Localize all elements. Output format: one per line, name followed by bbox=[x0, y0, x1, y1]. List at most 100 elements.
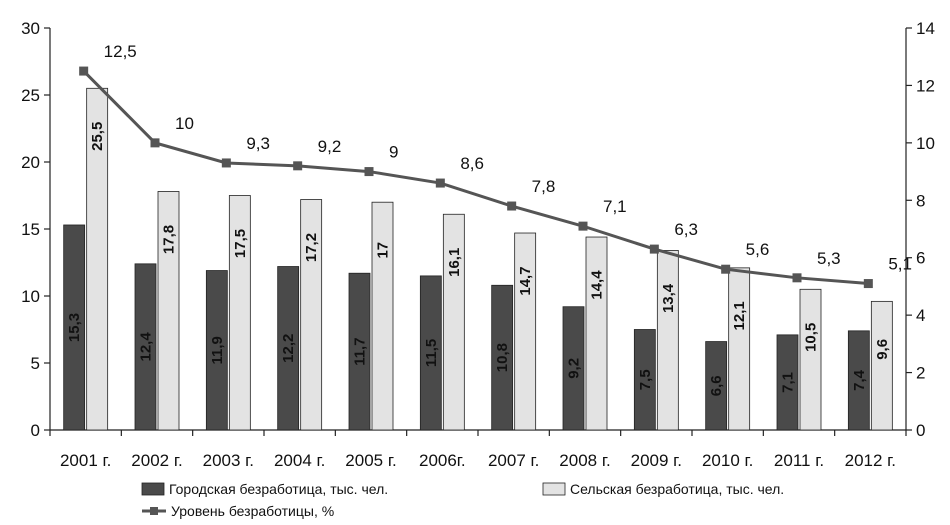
y-right-tick-label: 6 bbox=[916, 249, 925, 268]
x-tick-label: 2005 г. bbox=[345, 451, 396, 470]
bar-rural bbox=[514, 232, 537, 431]
bar-urban-label: 7,4 bbox=[851, 369, 868, 391]
bar-rural bbox=[371, 201, 394, 431]
rate-point-marker bbox=[863, 279, 873, 289]
rate-point-label: 6,3 bbox=[674, 220, 698, 239]
rate-point-marker bbox=[649, 244, 659, 254]
rate-point-label: 5,3 bbox=[817, 249, 841, 268]
bar-urban-label: 15,3 bbox=[66, 313, 83, 342]
bar-rural bbox=[442, 213, 465, 431]
x-tick-label: 2006г. bbox=[419, 451, 466, 470]
bar-urban-label: 10,8 bbox=[494, 343, 511, 372]
bar-urban-label: 12,4 bbox=[138, 332, 155, 362]
bar-rural bbox=[228, 195, 251, 431]
bar-urban-label: 7,5 bbox=[637, 369, 654, 390]
rate-point-label: 5,1 bbox=[888, 255, 912, 274]
bar-rural-label: 17,2 bbox=[303, 233, 320, 262]
x-tick-label: 2004 г. bbox=[274, 451, 325, 470]
legend-swatch-rural bbox=[542, 482, 566, 496]
y-right-tick-label: 2 bbox=[916, 364, 925, 383]
bar-urban bbox=[776, 334, 799, 431]
rate-point-marker bbox=[293, 161, 303, 171]
y-left-tick-label: 20 bbox=[21, 153, 40, 172]
x-tick-label: 2002 г. bbox=[131, 451, 182, 470]
rate-point-marker bbox=[507, 201, 517, 211]
y-right-tick-label: 14 bbox=[916, 19, 935, 38]
rate-point-label: 9,3 bbox=[246, 134, 270, 153]
bar-urban-label: 11,9 bbox=[209, 336, 226, 364]
rate-point-label: 10 bbox=[175, 114, 194, 133]
x-tick-label: 2009 г. bbox=[631, 451, 682, 470]
bar-rural bbox=[300, 199, 323, 431]
y-left-tick-label: 15 bbox=[21, 220, 40, 239]
bar-rural-label: 14,4 bbox=[589, 270, 606, 300]
bar-rural bbox=[157, 191, 180, 431]
bar-rural-label: 9,6 bbox=[874, 339, 891, 360]
y-right-tick-label: 4 bbox=[916, 306, 925, 325]
bar-rural bbox=[86, 87, 109, 431]
bar-rural bbox=[799, 288, 822, 431]
y-left-tick-label: 10 bbox=[21, 287, 40, 306]
rate-point-marker bbox=[578, 221, 588, 231]
x-tick-label: 2007 г. bbox=[488, 451, 539, 470]
bar-urban bbox=[633, 329, 656, 431]
rate-point-label: 9 bbox=[389, 143, 398, 162]
x-tick-label: 2010 г. bbox=[702, 451, 753, 470]
x-tick-label: 2008 г. bbox=[559, 451, 610, 470]
x-tick-label: 2012 г. bbox=[845, 451, 896, 470]
rate-point-marker bbox=[792, 273, 802, 283]
bar-urban bbox=[419, 275, 442, 431]
rate-point-marker bbox=[150, 138, 160, 148]
bar-rural-label: 16,1 bbox=[446, 248, 463, 277]
y-left-tick-label: 30 bbox=[21, 19, 40, 38]
bar-rural-label: 12,1 bbox=[731, 301, 748, 330]
rate-point-label: 7,8 bbox=[532, 177, 556, 196]
y-right-tick-label: 8 bbox=[916, 191, 925, 210]
bar-rural bbox=[728, 267, 751, 431]
rate-point-label: 12,5 bbox=[104, 42, 137, 61]
y-left-tick-label: 5 bbox=[31, 354, 40, 373]
legend-label-rate: Уровень безработицы, % bbox=[171, 503, 334, 519]
bar-urban bbox=[491, 284, 514, 431]
rate-point-label: 9,2 bbox=[318, 137, 342, 156]
legend-label-rural: Сельская безработица, тыс. чел. bbox=[570, 481, 784, 497]
bar-urban bbox=[63, 224, 86, 431]
bar-urban-label: 12,2 bbox=[280, 334, 297, 363]
bar-rural-label: 10,5 bbox=[803, 323, 820, 352]
unemployment-rate-line bbox=[82, 70, 869, 286]
bar-rural-label: 25,5 bbox=[89, 122, 106, 151]
rate-point-marker bbox=[221, 158, 231, 168]
x-tick-label: 2003 г. bbox=[203, 451, 254, 470]
bar-urban-label: 11,7 bbox=[352, 337, 369, 365]
rate-point-label: 7,1 bbox=[603, 197, 627, 216]
bar-urban bbox=[348, 272, 371, 431]
bar-rural-label: 17 bbox=[375, 242, 392, 259]
rate-point-marker bbox=[79, 66, 89, 76]
legend-label-urban: Городская безработица, тыс. чел. bbox=[169, 481, 388, 497]
rate-point-marker bbox=[364, 167, 374, 177]
bar-rural bbox=[656, 250, 679, 431]
legend-swatch-urban bbox=[141, 482, 165, 496]
bar-urban-label: 9,2 bbox=[566, 358, 583, 379]
bar-rural-label: 17,8 bbox=[161, 225, 178, 254]
bar-urban bbox=[134, 263, 157, 431]
bar-urban-label: 11,5 bbox=[423, 339, 440, 367]
bar-rural-label: 17,5 bbox=[232, 229, 249, 258]
bar-urban bbox=[705, 341, 728, 431]
bar-rural-label: 14,7 bbox=[517, 266, 534, 295]
x-tick-label: 2011 г. bbox=[774, 451, 824, 470]
rate-point-label: 8,6 bbox=[460, 154, 484, 173]
bar-urban bbox=[562, 306, 585, 431]
bar-rural-label: 13,4 bbox=[660, 283, 677, 313]
legend-marker-rate bbox=[150, 507, 158, 515]
x-tick-label: 2001 г. bbox=[60, 451, 111, 470]
rate-point-marker bbox=[721, 264, 731, 274]
y-left-tick-label: 25 bbox=[21, 86, 40, 105]
y-right-tick-label: 10 bbox=[916, 134, 935, 153]
bar-rural bbox=[585, 236, 608, 431]
rate-point-marker bbox=[435, 178, 445, 188]
bar-urban-label: 6,6 bbox=[708, 375, 725, 396]
bar-urban-label: 7,1 bbox=[780, 372, 797, 393]
y-right-tick-label: 12 bbox=[916, 76, 935, 95]
